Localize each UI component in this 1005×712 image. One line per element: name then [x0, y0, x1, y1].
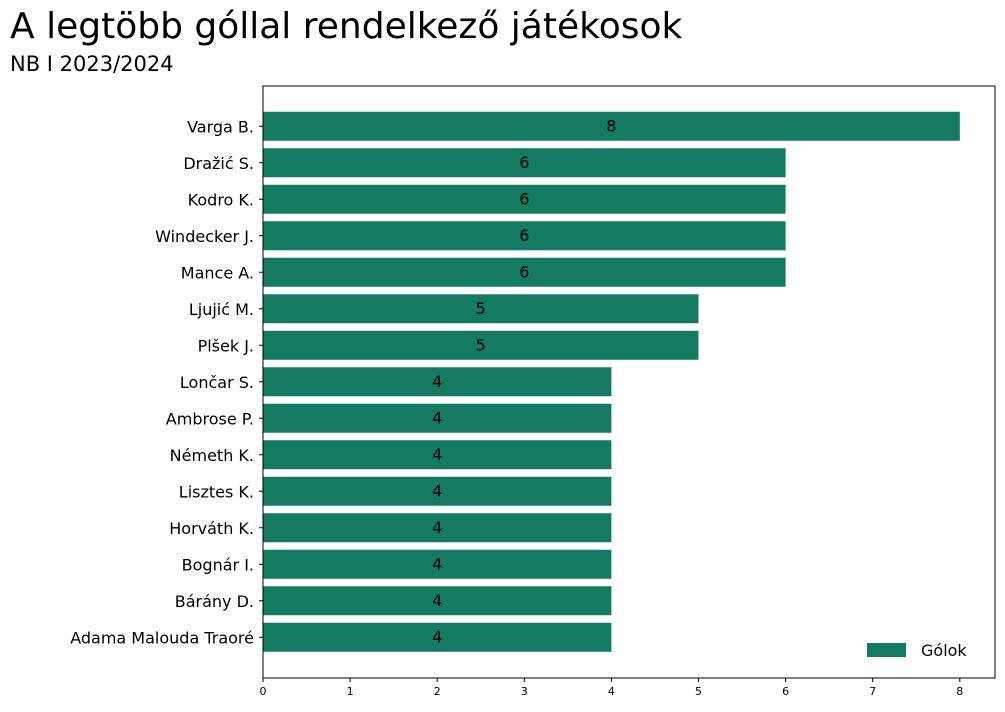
value-label: 4	[432, 408, 442, 427]
x-axis-ticks-group: 0 1 2 3 4 5 6 7 8	[260, 678, 963, 698]
x-tick-label: 4	[608, 685, 615, 698]
x-tick-label: 7	[869, 685, 876, 698]
bar	[263, 184, 786, 214]
category-label: Adama Malouda Traoré	[70, 628, 254, 647]
legend: Gólok	[867, 641, 967, 660]
value-label: 4	[432, 481, 442, 500]
category-labels-group: Varga B. Dražić S. Kodro K. Windecker J. Man…	[70, 117, 263, 647]
bar	[263, 622, 612, 652]
category-label: Dražić S.	[183, 154, 254, 173]
chart-title: A legtöbb góllal rendelkező játékosok	[10, 6, 683, 47]
category-label: Windecker J.	[155, 227, 254, 246]
value-label: 4	[432, 554, 442, 573]
value-label: 4	[432, 372, 442, 391]
category-label: Bognár I.	[182, 555, 254, 574]
bar	[263, 221, 786, 251]
value-label: 6	[519, 226, 529, 245]
bar	[263, 111, 960, 141]
value-label: 4	[432, 591, 442, 610]
category-label: Ambrose P.	[166, 409, 254, 428]
value-label: 6	[519, 262, 529, 281]
bar	[263, 148, 786, 178]
chart-subtitle: NB I 2023/2024	[10, 52, 174, 76]
value-label: 6	[519, 153, 529, 172]
category-label: Mance A.	[181, 263, 254, 282]
category-label: Németh K.	[170, 446, 254, 465]
category-label: Kodro K.	[188, 190, 254, 209]
category-label: Ljujić M.	[189, 300, 254, 319]
x-tick-label: 2	[434, 685, 441, 698]
value-label: 8	[606, 116, 616, 135]
legend-label: Gólok	[921, 641, 967, 660]
x-tick-label: 5	[695, 685, 702, 698]
x-tick-label: 0	[260, 685, 267, 698]
bar	[263, 403, 612, 433]
x-tick-label: 1	[347, 685, 354, 698]
category-label: Plšek J.	[198, 336, 254, 355]
category-label: Lončar S.	[180, 373, 254, 392]
value-label: 4	[432, 627, 442, 646]
value-label: 5	[476, 335, 486, 354]
bar	[263, 330, 699, 360]
bar	[263, 476, 612, 506]
category-label: Varga B.	[187, 117, 254, 136]
bar	[263, 549, 612, 579]
plot-frame	[262, 85, 996, 679]
bar	[263, 586, 612, 616]
x-tick-label: 3	[521, 685, 528, 698]
bars-group	[263, 111, 960, 652]
category-label: Bárány D.	[175, 592, 254, 611]
x-tick-label: 8	[956, 685, 963, 698]
value-labels-group: 8 6 6 6 6 5 5 4 4 4 4 4 4 4 4	[432, 116, 616, 646]
legend-swatch	[867, 643, 906, 657]
value-label: 4	[432, 445, 442, 464]
value-label: 5	[476, 299, 486, 318]
bar	[263, 294, 699, 324]
x-tick-label: 6	[782, 685, 789, 698]
bar	[263, 257, 786, 287]
value-label: 4	[432, 518, 442, 537]
value-label: 6	[519, 189, 529, 208]
bar	[263, 513, 612, 543]
bar	[263, 367, 612, 397]
bar	[263, 440, 612, 470]
category-label: Horváth K.	[169, 519, 254, 538]
category-label: Lisztes K.	[179, 482, 254, 501]
